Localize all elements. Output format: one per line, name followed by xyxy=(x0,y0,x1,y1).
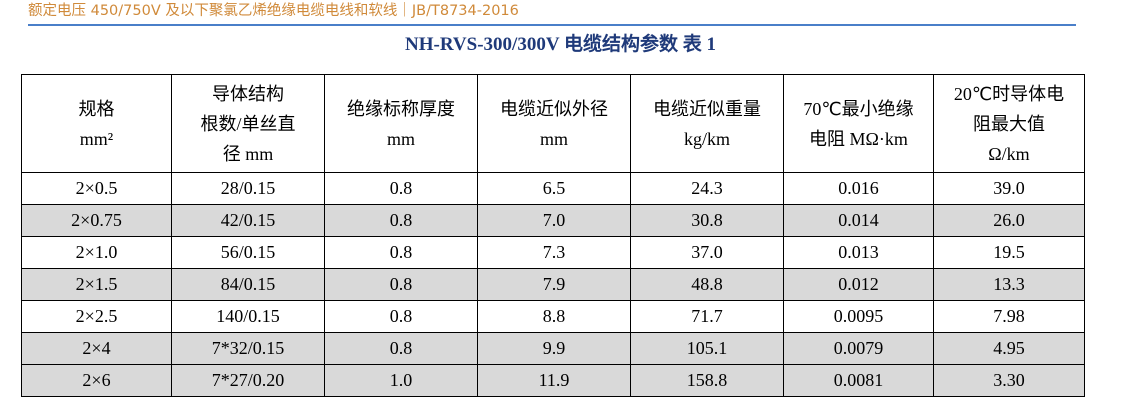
header-line: 70℃最小绝缘 xyxy=(803,98,914,119)
table-cell: 6.5 xyxy=(477,172,631,205)
table-cell: 7.9 xyxy=(477,268,631,301)
table-cell: 71.7 xyxy=(630,300,784,333)
header-line: 电阻 MΩ·km xyxy=(809,128,908,149)
table-cell: 26.0 xyxy=(933,204,1085,237)
table-cell: 0.8 xyxy=(324,332,478,365)
table-row: 2×4 7*32/0.15 0.8 9.9 105.1 0.0079 4.95 xyxy=(21,332,1085,365)
table-cell: 0.0095 xyxy=(783,300,934,333)
header-line: mm² xyxy=(79,128,114,149)
column-header-outer-diameter: 电缆近似外径 mm xyxy=(477,74,631,173)
header-line: mm xyxy=(386,128,415,149)
table-cell: 30.8 xyxy=(630,204,784,237)
table-cell: 0.0079 xyxy=(783,332,934,365)
header-line: mm xyxy=(539,128,568,149)
table-cell: 11.9 xyxy=(477,364,631,397)
header-line: kg/km xyxy=(683,128,730,149)
table-cell: 37.0 xyxy=(630,236,784,269)
table-cell: 7*32/0.15 xyxy=(171,332,325,365)
table-cell: 7.3 xyxy=(477,236,631,269)
cable-spec-table: 规格 mm² 导体结构 根数/单丝直 径 mm 绝缘标称厚度 mm 电缆近似外径… xyxy=(21,74,1085,397)
table-cell: 84/0.15 xyxy=(171,268,325,301)
table-cell: 13.3 xyxy=(933,268,1085,301)
header-line: 阻最大值 xyxy=(973,113,1045,134)
column-header-weight: 电缆近似重量 kg/km xyxy=(630,74,784,173)
column-header-insulation-resistance: 70℃最小绝缘 电阻 MΩ·km xyxy=(783,74,934,173)
table-cell: 7.98 xyxy=(933,300,1085,333)
column-header-conductor: 导体结构 根数/单丝直 径 mm xyxy=(171,74,325,173)
table-row: 2×1.5 84/0.15 0.8 7.9 48.8 0.012 13.3 xyxy=(21,268,1085,301)
table-cell: 2×0.5 xyxy=(21,172,172,205)
table-row: 2×6 7*27/0.20 1.0 11.9 158.8 0.0081 3.30 xyxy=(21,364,1085,397)
header-line: 根数/单丝直 xyxy=(200,113,296,134)
table-cell: 2×4 xyxy=(21,332,172,365)
column-header-insulation-thickness: 绝缘标称厚度 mm xyxy=(324,74,478,173)
table-cell: 0.8 xyxy=(324,204,478,237)
column-header-conductor-resistance: 20℃时导体电 阻最大值 Ω/km xyxy=(933,74,1085,173)
table-cell: 105.1 xyxy=(630,332,784,365)
table-cell: 0.8 xyxy=(324,268,478,301)
table-cell: 140/0.15 xyxy=(171,300,325,333)
table-cell: 28/0.15 xyxy=(171,172,325,205)
header-line: 20℃时导体电 xyxy=(953,83,1065,104)
table-cell: 7.0 xyxy=(477,204,631,237)
table-cell: 8.8 xyxy=(477,300,631,333)
table-cell: 0.013 xyxy=(783,236,934,269)
header-line: 电缆近似重量 xyxy=(653,98,761,119)
table-cell: 0.0081 xyxy=(783,364,934,397)
table-row: 2×0.75 42/0.15 0.8 7.0 30.8 0.014 26.0 xyxy=(21,204,1085,237)
table-cell: 1.0 xyxy=(324,364,478,397)
table-cell: 0.8 xyxy=(324,236,478,269)
header-line: 规格 xyxy=(78,98,115,119)
table-cell: 0.016 xyxy=(783,172,934,205)
table-cell: 39.0 xyxy=(933,172,1085,205)
table-cell: 19.5 xyxy=(933,236,1085,269)
table-row: 2×1.0 56/0.15 0.8 7.3 37.0 0.013 19.5 xyxy=(21,236,1085,269)
table-cell: 2×6 xyxy=(21,364,172,397)
table-title: NH-RVS-300/300V 电缆结构参数 表 1 xyxy=(405,34,716,55)
header-line: Ω/km xyxy=(988,143,1030,164)
table-cell: 2×1.5 xyxy=(21,268,172,301)
table-cell: 56/0.15 xyxy=(171,236,325,269)
table-cell: 48.8 xyxy=(630,268,784,301)
document-header: 额定电压 450/750V 及以下聚氯乙烯绝缘电缆电线和软线｜JB/T8734-… xyxy=(28,3,519,19)
table-row: 2×0.5 28/0.15 0.8 6.5 24.3 0.016 39.0 xyxy=(21,172,1085,205)
table-header-row: 规格 mm² 导体结构 根数/单丝直 径 mm 绝缘标称厚度 mm 电缆近似外径… xyxy=(21,74,1085,173)
column-header-spec: 规格 mm² xyxy=(21,74,172,173)
table-cell: 7*27/0.20 xyxy=(171,364,325,397)
header-line: 径 mm xyxy=(222,143,274,164)
header-line: 绝缘标称厚度 xyxy=(347,98,455,119)
table-cell: 3.30 xyxy=(933,364,1085,397)
table-cell: 9.9 xyxy=(477,332,631,365)
table-cell: 4.95 xyxy=(933,332,1085,365)
table-row: 2×2.5 140/0.15 0.8 8.8 71.7 0.0095 7.98 xyxy=(21,300,1085,333)
table-cell: 0.012 xyxy=(783,268,934,301)
table-cell: 158.8 xyxy=(630,364,784,397)
table-cell: 0.8 xyxy=(324,300,478,333)
table-cell: 2×2.5 xyxy=(21,300,172,333)
table-cell: 2×1.0 xyxy=(21,236,172,269)
table-cell: 2×0.75 xyxy=(21,204,172,237)
header-line: 电缆近似外径 xyxy=(500,98,608,119)
header-line: 导体结构 xyxy=(212,83,284,104)
table-cell: 0.014 xyxy=(783,204,934,237)
table-cell: 42/0.15 xyxy=(171,204,325,237)
table-cell: 0.8 xyxy=(324,172,478,205)
table-cell: 24.3 xyxy=(630,172,784,205)
header-divider xyxy=(28,24,1076,26)
